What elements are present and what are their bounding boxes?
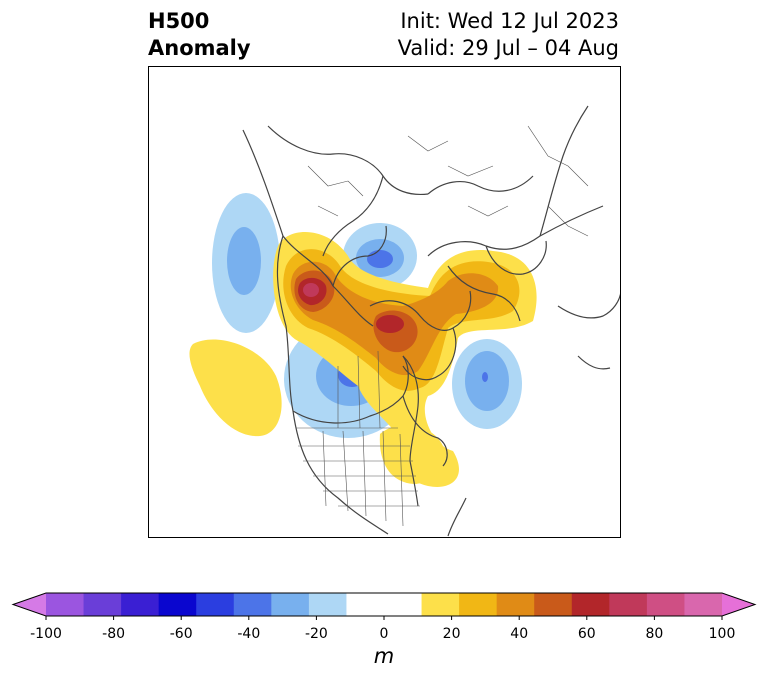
- colorbar-segment: [571, 593, 610, 616]
- colorbar-extend-low: [13, 593, 46, 616]
- colorbar-segment: [121, 593, 160, 616]
- colorbar-segment: [646, 593, 685, 616]
- chart-title: H500 Anomaly: [148, 8, 251, 62]
- colorbar-extend-high: [722, 593, 755, 616]
- colorbar-tick-label: 0: [380, 626, 389, 642]
- colorbar-segment: [83, 593, 122, 616]
- colorbar-tick-label: -80: [102, 626, 125, 642]
- colorbar-segment: [459, 593, 498, 616]
- colorbar-segment: [346, 593, 385, 616]
- colorbar-segment: [534, 593, 573, 616]
- colorbar-tick-label: -60: [170, 626, 193, 642]
- colorbar-segment: [271, 593, 310, 616]
- positive-anomaly-pacific: [189, 339, 282, 437]
- map-frame: [148, 66, 621, 538]
- title-line-field: H500: [148, 9, 210, 33]
- colorbar-segments: [46, 593, 723, 616]
- colorbar-tick-label: -20: [305, 626, 328, 642]
- colorbar-segment: [233, 593, 272, 616]
- political-borders: [296, 125, 589, 527]
- colorbar-segment: [384, 593, 423, 616]
- colorbar-tick-label: 80: [645, 626, 663, 642]
- anomaly-map: [148, 66, 621, 538]
- positive-anomaly-east-us: [379, 424, 445, 484]
- init-time: Init: Wed 12 Jul 2023: [400, 9, 619, 33]
- run-info: Init: Wed 12 Jul 2023 Valid: 29 Jul – 04…: [398, 8, 619, 62]
- colorbar-segment: [308, 593, 347, 616]
- colorbar-segment: [684, 593, 723, 616]
- colorbar-tick-label: 60: [578, 626, 596, 642]
- coastlines: [242, 105, 621, 537]
- valid-period: Valid: 29 Jul – 04 Aug: [397, 36, 619, 60]
- colorbar-tick-label: 100: [709, 626, 736, 642]
- colorbar-unit-label: m: [373, 644, 395, 668]
- colorbar: -100 -80 -60 -40 -20 0 20 40 60 80 100: [11, 592, 757, 642]
- colorbar-ticks: -100 -80 -60 -40 -20 0 20 40 60 80 100: [30, 616, 735, 642]
- colorbar-segment: [46, 593, 85, 616]
- colorbar-segment: [496, 593, 535, 616]
- colorbar-segment: [609, 593, 648, 616]
- colorbar-segment: [196, 593, 235, 616]
- negative-anomaly-west-canada: [212, 193, 280, 333]
- colorbar-tick-label: -100: [30, 626, 62, 642]
- negative-anomaly-atlantic: [452, 339, 522, 429]
- colorbar-segment: [158, 593, 197, 616]
- colorbar-segment: [421, 593, 460, 616]
- colorbar-tick-label: 40: [510, 626, 528, 642]
- title-line-type: Anomaly: [148, 36, 251, 60]
- colorbar-tick-label: -40: [237, 626, 260, 642]
- colorbar-tick-label: 20: [443, 626, 461, 642]
